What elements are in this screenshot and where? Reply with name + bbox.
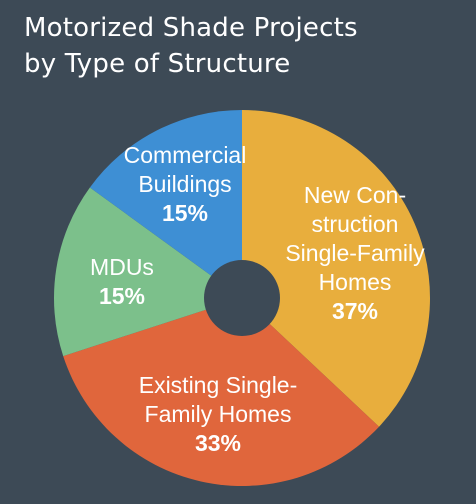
slice-labels: New Con-struction Single-Family Homes 37% Ex… — [90, 142, 425, 456]
slice-value-label-2: 33% — [195, 430, 241, 456]
slice-label-1-line-4: Homes — [319, 269, 392, 295]
slice-label-1-line-3: Single-Family — [285, 240, 425, 266]
slice-label-2-line-2: Family Homes — [145, 401, 292, 427]
slice-value-label-3: 15% — [99, 283, 145, 309]
donut-slices — [53, 110, 430, 487]
donut-hole — [204, 260, 280, 336]
chart-title-line-2: by Type of Structure — [24, 49, 291, 79]
pie-slice-4 — [89, 110, 243, 298]
chart-title-line-1: Motorized Shade Projects — [24, 13, 358, 43]
slice-value-label-4: 15% — [162, 200, 208, 226]
slice-label-2-line-1: Existing Single- — [139, 372, 298, 398]
slice-value-label-1: 37% — [332, 298, 378, 324]
slice-label-3-line-1: MDUs — [90, 254, 154, 280]
slice-label-1-line-2: struction — [312, 211, 399, 237]
slice-label-4-line-1: Commercial — [124, 142, 247, 168]
slice-label-1-line-1: New Con- — [304, 182, 406, 208]
slice-label-4-line-2: Buildings — [138, 171, 231, 197]
pie-slice-3 — [53, 187, 242, 357]
pie-slice-1 — [242, 110, 430, 427]
chart-title: Motorized Shade Projects by Type of Stru… — [24, 10, 464, 82]
pie-slice-2 — [63, 298, 380, 487]
